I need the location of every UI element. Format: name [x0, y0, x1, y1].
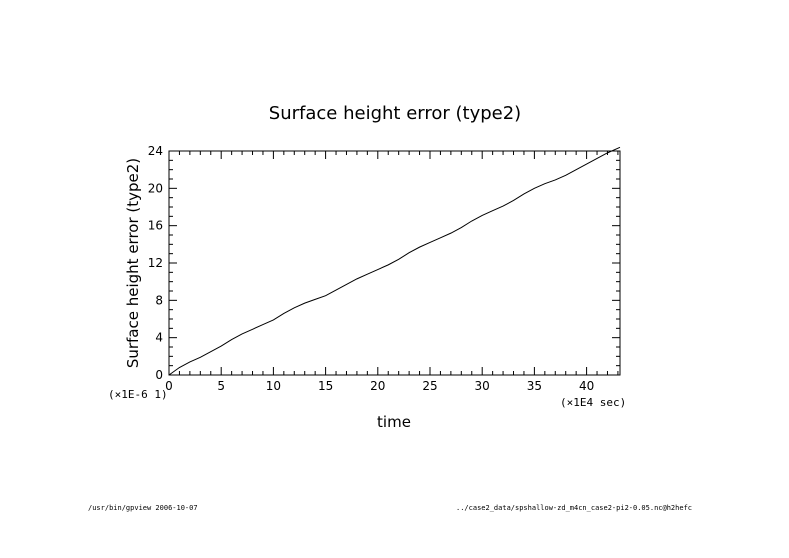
x-tick-label: 40: [579, 379, 594, 393]
x-tick-label: 5: [217, 379, 225, 393]
y-tick-label: 8: [155, 293, 163, 307]
x-tick-labels: 0 5 10 15 20 25 30 35 40: [165, 379, 594, 393]
x-unit-label: (×1E4 sec): [560, 396, 626, 409]
y-axis-ticks: [169, 150, 620, 376]
y-axis-label: Surface height error (type2): [124, 158, 142, 368]
footer-right-text: ../case2_data/spshallow-zd_m4cn_case2-pi…: [456, 504, 693, 512]
footer-left-text: /usr/bin/gpview 2006-10-07: [88, 504, 198, 512]
x-tick-label: 0: [165, 379, 173, 393]
x-tick-label: 15: [318, 379, 333, 393]
y-tick-label: 4: [155, 331, 163, 345]
chart-title: Surface height error (type2): [269, 103, 521, 124]
x-tick-label: 25: [422, 379, 437, 393]
plot-frame: [168, 150, 621, 376]
y-tick-label: 0: [155, 368, 163, 382]
y-tick-label: 12: [148, 256, 163, 270]
x-axis-ticks: [168, 151, 619, 375]
y-tick-label: 24: [148, 144, 163, 158]
x-tick-label: 35: [527, 379, 542, 393]
x-tick-label: 20: [370, 379, 385, 393]
y-unit-label: (×1E-6 1): [108, 388, 168, 401]
series-layer: [168, 146, 621, 376]
x-tick-label: 30: [475, 379, 490, 393]
series-line: [168, 146, 621, 376]
x-axis-label: time: [377, 413, 411, 431]
y-tick-label: 20: [148, 181, 163, 195]
x-tick-label: 10: [266, 379, 281, 393]
y-tick-labels: 0 4 8 12 16 20 24: [148, 144, 163, 382]
y-tick-label: 16: [148, 219, 163, 233]
